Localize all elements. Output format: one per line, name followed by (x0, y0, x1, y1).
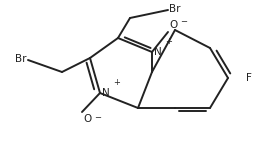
Text: Br: Br (169, 4, 181, 14)
Text: O: O (169, 20, 177, 30)
Text: +: + (165, 37, 172, 46)
Text: F: F (246, 73, 252, 83)
Text: O: O (83, 114, 92, 124)
Text: Br: Br (15, 54, 27, 64)
Text: N: N (102, 88, 110, 98)
Text: −: − (180, 17, 187, 27)
Text: −: − (94, 114, 101, 123)
Text: N: N (154, 47, 162, 57)
Text: +: + (113, 78, 120, 87)
